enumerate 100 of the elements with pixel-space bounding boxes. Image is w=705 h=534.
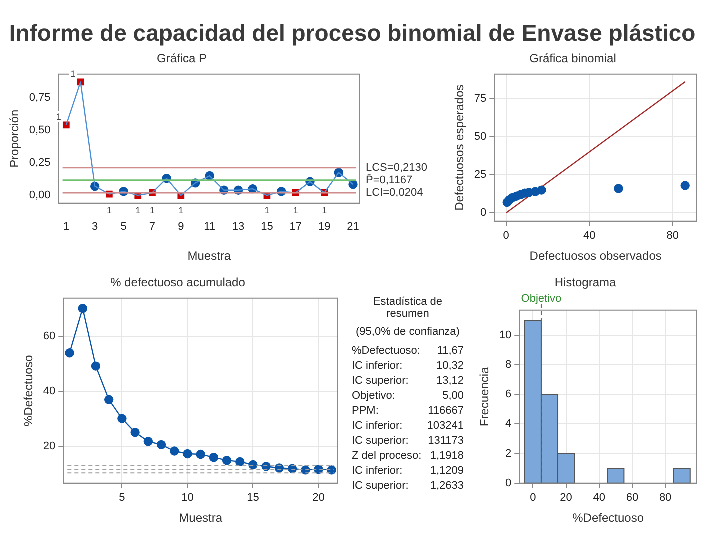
- annotation: 1: [264, 205, 270, 216]
- chart-title: Histograma: [554, 276, 616, 290]
- point: [91, 362, 101, 371]
- point: [248, 460, 258, 470]
- text: 13,12: [436, 374, 464, 389]
- chart-title: % defectuoso acumulado: [110, 276, 246, 290]
- annotation: 1: [56, 112, 62, 122]
- point: [537, 186, 546, 195]
- y-axis-title: Defectuosos esperados: [452, 84, 467, 211]
- y-tick-label: 8: [506, 358, 512, 371]
- x-tick-label: 3: [92, 221, 98, 234]
- text: IC inferior:: [352, 464, 403, 479]
- y-tick-label: 60: [43, 330, 56, 343]
- y-tick-label: 0,00: [29, 190, 51, 202]
- point: [118, 414, 127, 424]
- text: IC inferior:: [352, 419, 403, 434]
- y-tick-label: 75: [474, 92, 487, 105]
- y-tick-label: 0,25: [29, 157, 51, 170]
- text: 131173: [428, 434, 464, 449]
- y-tick-label: 0: [480, 207, 487, 220]
- text: 1,1918: [430, 449, 464, 464]
- x-tick-label: 7: [149, 221, 156, 234]
- y-tick-label: 0,50: [29, 124, 51, 136]
- point: [196, 450, 206, 460]
- y-axis-title: Frecuencia: [478, 366, 492, 427]
- x-tick-label: 40: [593, 492, 606, 504]
- x-axis-title: Muestra: [179, 511, 223, 526]
- text: Objetivo:: [352, 389, 396, 404]
- text: 116667: [428, 404, 464, 419]
- text: PPM:: [352, 404, 379, 419]
- text: Z del proceso:: [352, 449, 422, 464]
- text: 11,67: [437, 344, 464, 359]
- ref-line-label: LCS=0,2130: [366, 162, 428, 174]
- chart-subtitle: Gráfica P: [156, 52, 208, 66]
- x-tick-label: 5: [120, 221, 127, 234]
- text: (95,0% de confianza): [355, 326, 461, 338]
- x-tick-label: 80: [659, 492, 672, 504]
- point: [614, 184, 624, 194]
- point: [183, 449, 192, 459]
- x-tick-label: 60: [626, 492, 639, 504]
- y-tick-label: 50: [474, 130, 487, 143]
- ref-line-label: P̄=0,1167: [366, 174, 413, 186]
- y-tick-label: 25: [474, 169, 487, 182]
- ref-line-label: Objetivo: [521, 292, 562, 305]
- annotation: 1: [106, 205, 112, 216]
- text: 1,2633: [430, 479, 464, 494]
- x-tick-label: 80: [666, 230, 679, 242]
- y-axis-title: Proporción: [8, 110, 22, 168]
- point: [144, 437, 154, 446]
- text: IC inferior:: [352, 359, 403, 374]
- x-axis-title: %Defectuoso: [572, 511, 644, 526]
- x-tick-label: 15: [261, 221, 274, 234]
- text: IC superior:: [352, 479, 409, 494]
- x-tick-label: 5: [119, 492, 126, 504]
- y-tick-label: 2: [506, 448, 512, 460]
- text: IC superior:: [352, 434, 409, 449]
- ref-line-label: LCI=0,0204: [366, 186, 424, 199]
- x-tick-label: 40: [583, 230, 596, 242]
- point: [130, 428, 140, 438]
- x-tick-label: 11: [204, 221, 216, 234]
- text: 1,1209: [430, 464, 464, 479]
- y-tick-label: 0,75: [29, 92, 51, 104]
- point: [222, 456, 232, 466]
- chart-title: Gráfica binomial: [530, 52, 616, 66]
- annotation: 1: [150, 205, 155, 216]
- y-tick-label: 20: [43, 440, 56, 453]
- annotation: 1: [136, 205, 141, 216]
- y-tick-label: 4: [506, 418, 512, 430]
- annotation: 1: [178, 205, 184, 216]
- y-tick-label: 40: [43, 386, 56, 398]
- text: 103241: [427, 419, 464, 434]
- annotation: 1: [322, 205, 328, 216]
- x-tick-label: 21: [347, 221, 360, 234]
- y-tick-label: 0: [506, 477, 512, 490]
- point: [104, 395, 114, 404]
- y-tick-label: 6: [506, 388, 512, 401]
- x-tick-label: 0: [530, 492, 536, 504]
- x-axis-title: Muestra: [188, 249, 232, 264]
- x-tick-label: 19: [318, 221, 331, 234]
- text: %Defectuoso:: [352, 344, 420, 359]
- x-tick-label: 20: [312, 492, 325, 504]
- point: [170, 446, 180, 456]
- point: [65, 348, 74, 358]
- text: IC superior:: [352, 374, 409, 389]
- annotation: 1: [70, 69, 76, 80]
- x-tick-label: 15: [247, 492, 260, 504]
- x-tick-label: 1: [63, 221, 70, 234]
- y-tick-label: 10: [499, 329, 512, 342]
- chart-title: Informe de capacidad del proceso binomial de Envase plástico: [8, 20, 697, 47]
- text: Estadística de resumen: [372, 296, 444, 320]
- text: 10,32: [436, 359, 464, 374]
- x-tick-label: 9: [178, 221, 184, 234]
- point: [209, 452, 219, 462]
- x-tick-label: 10: [182, 492, 194, 504]
- x-tick-label: 17: [290, 221, 302, 234]
- point: [236, 457, 245, 467]
- point: [156, 440, 166, 450]
- y-axis-title: %Defectuoso: [22, 354, 36, 427]
- text: 5,00: [442, 389, 464, 404]
- point: [680, 181, 690, 190]
